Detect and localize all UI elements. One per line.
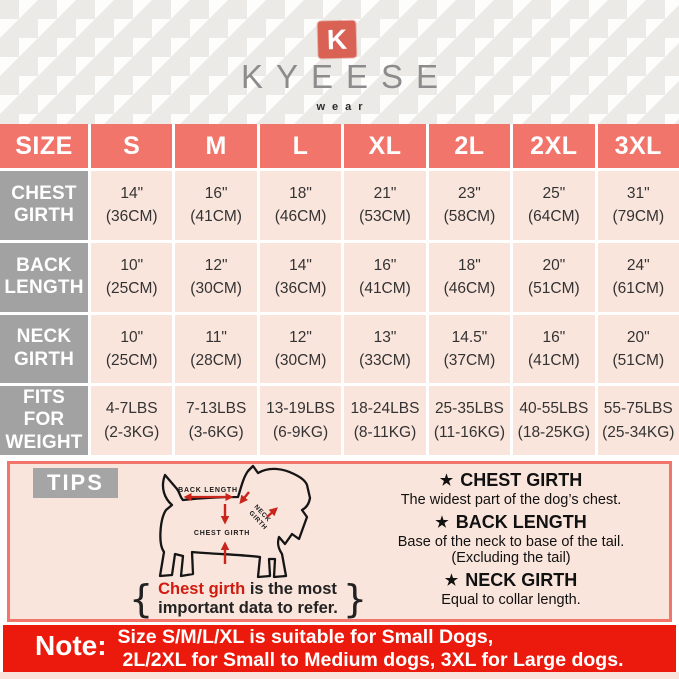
table-cell: 12" (30CM) <box>259 314 342 384</box>
brand-header: K KYEESE wear <box>0 0 679 124</box>
table-cell: 20" (51CM) <box>513 242 595 312</box>
row-label-fits-for-weight: FITS FOR WEIGHT <box>0 386 88 455</box>
size-note-banner: Note: Size S/M/L/XL is suitable for Smal… <box>3 625 676 672</box>
table-cell: 23" (58CM) <box>428 171 511 240</box>
brand-logo-icon: K <box>317 20 357 59</box>
table-cell: 14" (36CM) <box>259 242 342 312</box>
measurement-definitions: ★ CHEST GIRTH The widest part of the dog’… <box>360 466 662 608</box>
table-cell: 21" (53CM) <box>344 171 426 240</box>
brand-subtitle: wear <box>316 101 370 113</box>
definition-title: NECK GIRTH <box>465 570 578 591</box>
table-cell: 24" (61CM) <box>597 242 679 312</box>
table-cell: 14.5" (37CM) <box>428 314 511 384</box>
header-cell-s: S <box>91 124 173 168</box>
open-brace: { <box>128 576 154 621</box>
definition-desc: Equal to collar length. <box>441 592 581 609</box>
table-cell: 31" (79CM) <box>597 171 679 240</box>
note-line1: Size S/M/L/XL is suitable for Small Dogs… <box>117 625 494 648</box>
definition-back-length: ★ BACK LENGTH Base of the neck to base of… <box>360 512 662 567</box>
header-cell-3xl: 3XL <box>597 124 679 168</box>
note-label: Note: <box>35 630 107 661</box>
definition-title: BACK LENGTH <box>455 512 587 533</box>
tips-panel: TIPS BACK LENGTH CHEST GIRTH NECKGIRTH {… <box>7 461 672 622</box>
definition-neck-girth: ★ NECK GIRTH Equal to collar length. <box>360 570 662 609</box>
definition-title: CHEST GIRTH <box>460 470 583 490</box>
table-cell: 14" (36CM) <box>91 171 173 240</box>
size-chart-table: SIZE S M L XL 2L 2XL 3XL CHEST GIRTH 14"… <box>0 124 679 455</box>
chest-girth-label: CHEST GIRTH <box>194 530 250 537</box>
row-label-back-length: BACK LENGTH <box>0 242 88 312</box>
table-cell: 16" (41CM) <box>175 171 257 240</box>
star-icon: ★ <box>435 514 449 532</box>
table-cell: 10" (25CM) <box>91 314 173 384</box>
brand-initial: K <box>326 23 348 55</box>
table-cell: 25-35LBS (11-16KG) <box>428 386 511 455</box>
header-cell-2xl: 2XL <box>513 124 595 168</box>
chest-girth-highlight: Chest girth <box>158 580 246 598</box>
row-label-neck-girth: NECK GIRTH <box>0 314 88 384</box>
table-cell: 55-75LBS (25-34KG) <box>597 386 679 455</box>
header-cell-2l: 2L <box>428 124 511 168</box>
table-cell: 18" (46CM) <box>428 242 511 312</box>
star-icon: ★ <box>439 472 454 489</box>
definition-desc: Base of the neck to base of the tail. (E… <box>397 533 625 567</box>
header-cell-xl: XL <box>344 124 426 168</box>
dog-measurement-diagram: BACK LENGTH CHEST GIRTH NECKGIRTH <box>158 464 312 579</box>
neck-girth-arrow-top <box>239 491 250 505</box>
close-brace: } <box>342 576 368 621</box>
table-cell: 4-7LBS (2-3KG) <box>91 386 173 455</box>
table-cell: 12" (30CM) <box>175 242 257 312</box>
star-icon: ★ <box>444 572 459 590</box>
header-cell-m: M <box>175 124 257 168</box>
chest-girth-note: { Chest girth is the most important data… <box>116 580 380 618</box>
table-cell: 7-13LBS (3-6KG) <box>175 386 257 455</box>
table-cell: 18-24LBS (8-11KG) <box>344 386 426 455</box>
table-cell: 13" (33CM) <box>344 314 426 384</box>
bottom-strip <box>0 672 679 679</box>
table-cell: 16" (41CM) <box>513 314 595 384</box>
definition-desc: The widest part of the dog’s chest. <box>400 491 622 508</box>
table-cell: 16" (41CM) <box>344 242 426 312</box>
brand-name: KYEESE <box>240 58 452 95</box>
dog-outline <box>158 464 312 579</box>
back-length-label: BACK LENGTH <box>178 487 238 494</box>
note-line2: 2L/2XL for Small to Medium dogs, 3XL for… <box>122 648 624 671</box>
neck-girth-arrow-bottom <box>266 507 278 518</box>
tips-title: TIPS <box>33 468 118 498</box>
chest-girth-note-line1: Chest girth is the most <box>158 580 337 598</box>
table-cell: 10" (25CM) <box>91 242 173 312</box>
row-label-chest-girth: CHEST GIRTH <box>0 171 88 240</box>
neck-girth-label: NECKGIRTH <box>247 504 274 532</box>
table-cell: 18" (46CM) <box>259 171 342 240</box>
table-cell: 20" (51CM) <box>597 314 679 384</box>
header-cell-l: L <box>259 124 342 168</box>
table-cell: 40-55LBS (18-25KG) <box>513 386 595 455</box>
table-cell: 13-19LBS (6-9KG) <box>259 386 342 455</box>
definition-chest-girth: ★ CHEST GIRTH The widest part of the dog’… <box>360 470 662 508</box>
table-cell: 11" (28CM) <box>175 314 257 384</box>
table-cell: 25" (64CM) <box>513 171 595 240</box>
chest-girth-note-line2: important data to refer. <box>158 598 338 617</box>
header-cell-size: SIZE <box>0 124 88 168</box>
